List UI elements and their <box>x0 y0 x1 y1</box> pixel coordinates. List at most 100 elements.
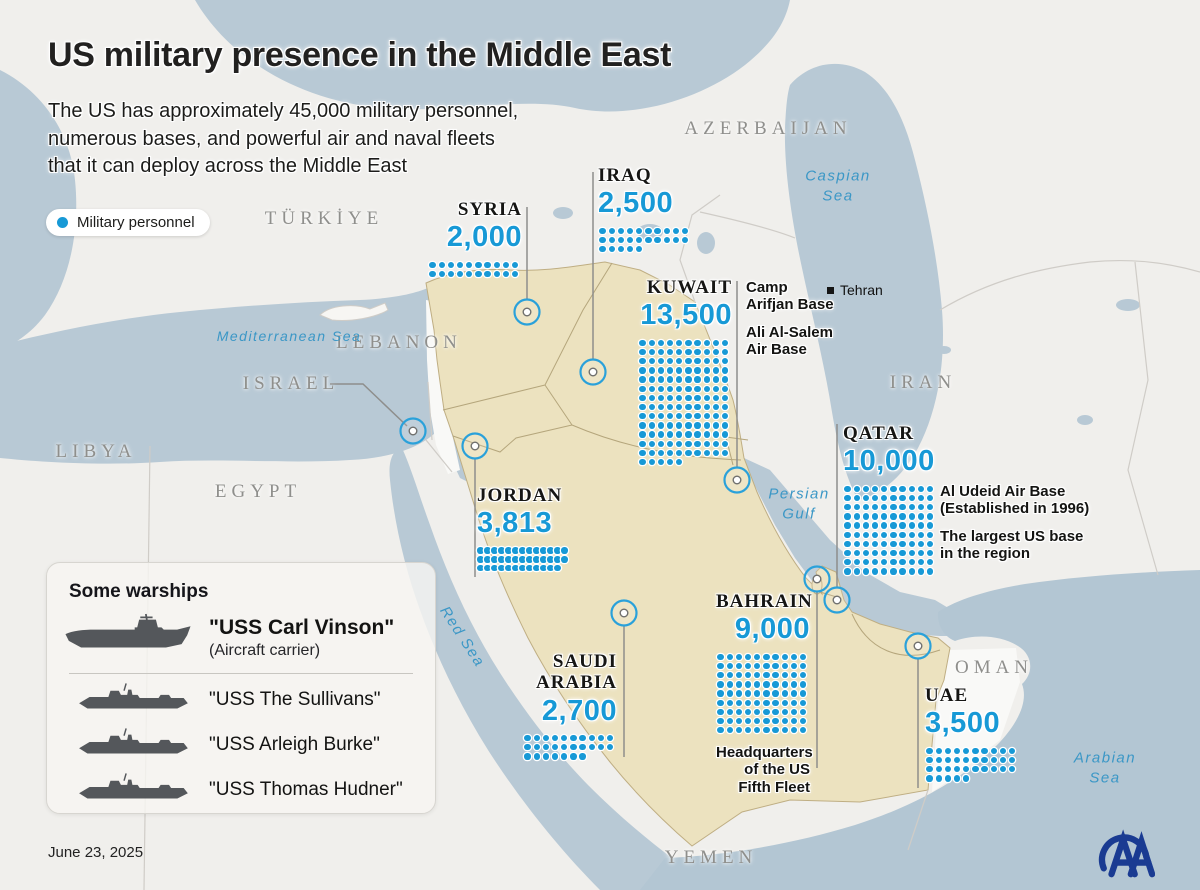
label-iran: IRAN <box>889 372 957 393</box>
personnel-dot <box>475 261 482 269</box>
persian-gulf <box>744 458 955 636</box>
personnel-dot <box>735 672 743 679</box>
personnel-dot <box>502 261 510 269</box>
personnel-dot <box>648 422 655 429</box>
label-lebanon: LEBANON <box>336 332 462 353</box>
personnel-dot <box>890 513 897 520</box>
warships-title: Some warships <box>69 581 209 602</box>
personnel-dot <box>657 394 665 402</box>
personnel-dot <box>862 559 870 566</box>
personnel-dot <box>657 458 665 466</box>
personnel-dots <box>925 746 1019 783</box>
personnel-dot <box>676 394 683 402</box>
personnel-dot <box>926 504 934 511</box>
personnel-dot <box>608 236 615 244</box>
personnel-dot <box>726 653 733 661</box>
personnel-count: 10,000 <box>843 445 935 478</box>
personnel-dot <box>772 672 779 679</box>
personnel-dot <box>666 449 674 457</box>
country-name: QATAR <box>843 423 914 444</box>
personnel-dot <box>554 547 561 554</box>
personnel-dot <box>639 440 646 447</box>
personnel-dot <box>429 261 436 269</box>
personnel-dot <box>524 744 531 751</box>
personnel-dot <box>790 727 798 734</box>
lake <box>1116 299 1140 311</box>
personnel-dot <box>853 531 860 538</box>
personnel-dot <box>871 559 879 566</box>
personnel-dot <box>524 734 531 742</box>
personnel-dot <box>944 766 952 773</box>
personnel-dot <box>844 559 851 566</box>
personnel-dot <box>639 449 646 457</box>
border-syria-jordan <box>442 384 546 411</box>
personnel-dot <box>908 568 915 575</box>
personnel-dot <box>477 564 484 572</box>
personnel-dot <box>498 556 505 563</box>
personnel-dot <box>990 766 997 773</box>
personnel-dot <box>744 699 752 706</box>
personnel-dot <box>533 556 540 563</box>
personnel-dot <box>429 270 436 278</box>
label-caspian-sea: Caspian Sea <box>805 167 871 205</box>
personnel-dot <box>526 556 533 563</box>
personnel-dot <box>754 681 761 688</box>
lake <box>553 207 573 219</box>
personnel-dot <box>953 756 961 764</box>
personnel-dot <box>676 440 683 447</box>
personnel-dot <box>990 756 997 764</box>
personnel-dot <box>862 513 870 520</box>
personnel-dot <box>853 549 860 557</box>
personnel-dot <box>676 385 683 392</box>
personnel-count: 13,500 <box>640 299 732 332</box>
personnel-dot <box>935 747 942 755</box>
page-title: US military presence in the Middle East <box>48 36 672 74</box>
personnel-dot <box>703 348 710 356</box>
personnel-count: 2,700 <box>541 694 617 727</box>
personnel-dot <box>703 367 710 374</box>
label-israel: ISRAEL <box>242 373 340 394</box>
personnel-dot <box>547 564 554 572</box>
personnel-dot <box>570 744 577 751</box>
personnel-dot <box>744 717 752 725</box>
personnel-dot <box>844 494 851 502</box>
personnel-dot <box>844 513 851 520</box>
base-note: The largest US base in the region <box>940 527 1084 563</box>
personnel-dot <box>926 522 934 529</box>
personnel-dot <box>703 385 710 392</box>
personnel-dot <box>721 385 729 392</box>
personnel-dot <box>781 708 788 716</box>
personnel-count: 2,500 <box>598 187 674 220</box>
red-sea <box>389 448 688 890</box>
personnel-dot <box>772 681 779 688</box>
personnel-dot <box>547 556 554 563</box>
personnel-dot <box>721 413 729 420</box>
personnel-dot <box>899 540 906 548</box>
personnel-dot <box>676 403 683 411</box>
personnel-dot <box>890 540 897 548</box>
stat-qatar: QATAR 10,000 <box>843 423 937 576</box>
personnel-dot <box>648 413 655 420</box>
personnel-dot <box>926 485 934 493</box>
personnel-dot <box>772 653 779 661</box>
personnel-dot <box>703 422 710 429</box>
personnel-dots <box>428 260 522 278</box>
personnel-dot <box>648 376 655 383</box>
personnel-dot <box>917 559 925 566</box>
personnel-dot <box>744 690 752 697</box>
border-syria-iraq <box>544 262 613 386</box>
label-mediterranean-sea: Mediterranean Sea <box>216 327 362 344</box>
personnel-dot <box>561 556 568 563</box>
marker-jordan <box>461 432 489 460</box>
personnel-dot <box>648 348 655 356</box>
personnel-dot <box>890 494 897 502</box>
personnel-dot <box>524 753 531 760</box>
personnel-dot <box>657 440 665 447</box>
personnel-dot <box>735 662 743 670</box>
personnel-dot <box>790 653 798 661</box>
personnel-dot <box>862 549 870 557</box>
personnel-dot <box>502 270 510 278</box>
personnel-dot <box>717 690 724 697</box>
personnel-dot <box>853 504 860 511</box>
personnel-dot <box>917 549 925 557</box>
